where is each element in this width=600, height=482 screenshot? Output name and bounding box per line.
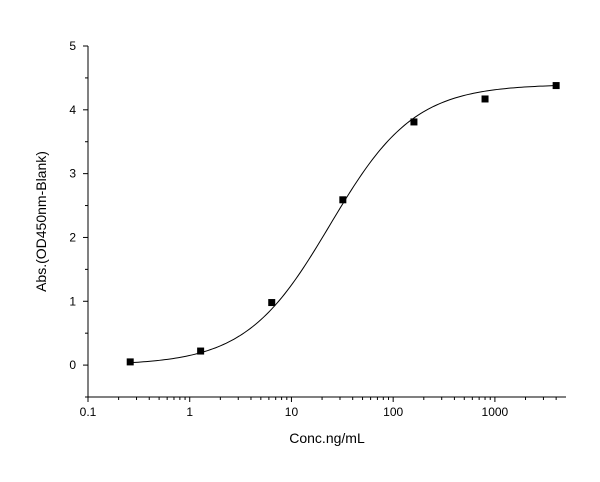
data-point [339,196,347,204]
x-tick-label: 10 [285,405,299,419]
y-tick-label: 2 [69,230,76,244]
x-tick-label: 100 [383,405,403,419]
data-point [410,118,418,126]
data-point [481,95,489,103]
x-tick-label: 1000 [482,405,509,419]
y-axis-title: Abs.(OD450nm-Blank) [33,151,49,292]
y-tick-label: 5 [69,39,76,53]
fit-curve-layer [130,85,557,364]
y-tick-label: 4 [69,103,76,117]
y-tick-label: 3 [69,167,76,181]
y-tick-label: 1 [69,294,76,308]
x-axis-title: Conc.ng/mL [289,430,365,446]
data-point [552,82,560,90]
axes: 0 1 2 3 4 5 0.1 1 10 100 1000 [69,39,566,419]
x-tick-label: 0.1 [80,405,97,419]
x-tick-label: 1 [186,405,193,419]
fit-curve [130,85,557,364]
data-point [268,299,276,307]
data-point [126,358,134,366]
data-points-layer [126,82,560,366]
data-point [197,347,205,355]
y-tick-label: 0 [69,358,76,372]
